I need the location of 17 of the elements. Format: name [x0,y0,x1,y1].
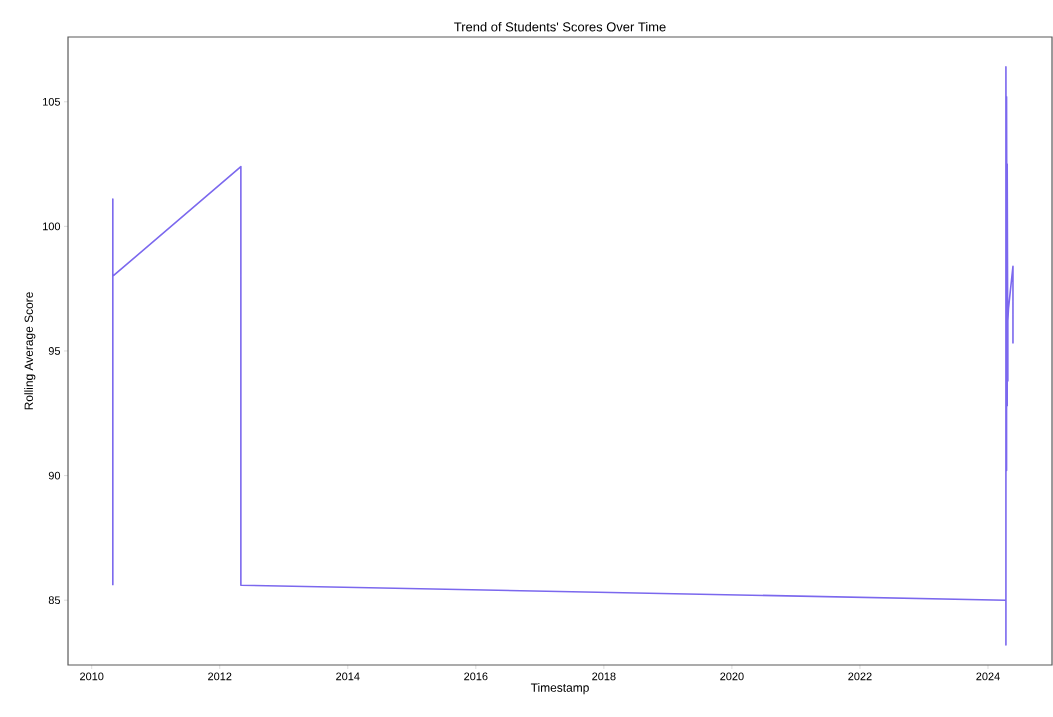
x-axis-title: Timestamp [530,683,589,695]
y-tick-label: 105 [43,97,61,106]
y-axis-title: Rolling Average Score [24,292,36,410]
x-tick-label: 2018 [592,672,616,681]
y-tick-label: 100 [43,222,61,231]
y-tick-label: 90 [48,471,61,480]
x-tick-label: 2020 [720,672,744,681]
x-tick-label: 2014 [336,672,360,681]
y-tick-label: 85 [48,596,61,605]
x-tick-label: 2016 [464,672,488,681]
line-series [112,66,1014,646]
y-tick-label: 95 [48,347,61,355]
chart-title: Trend of Students' Scores Over Time [454,21,666,32]
x-tick-label: 2012 [208,672,232,681]
x-tick-label: 2024 [976,672,1000,681]
x-tick-label: 2010 [80,672,104,681]
x-tick-label: 2022 [848,672,872,681]
